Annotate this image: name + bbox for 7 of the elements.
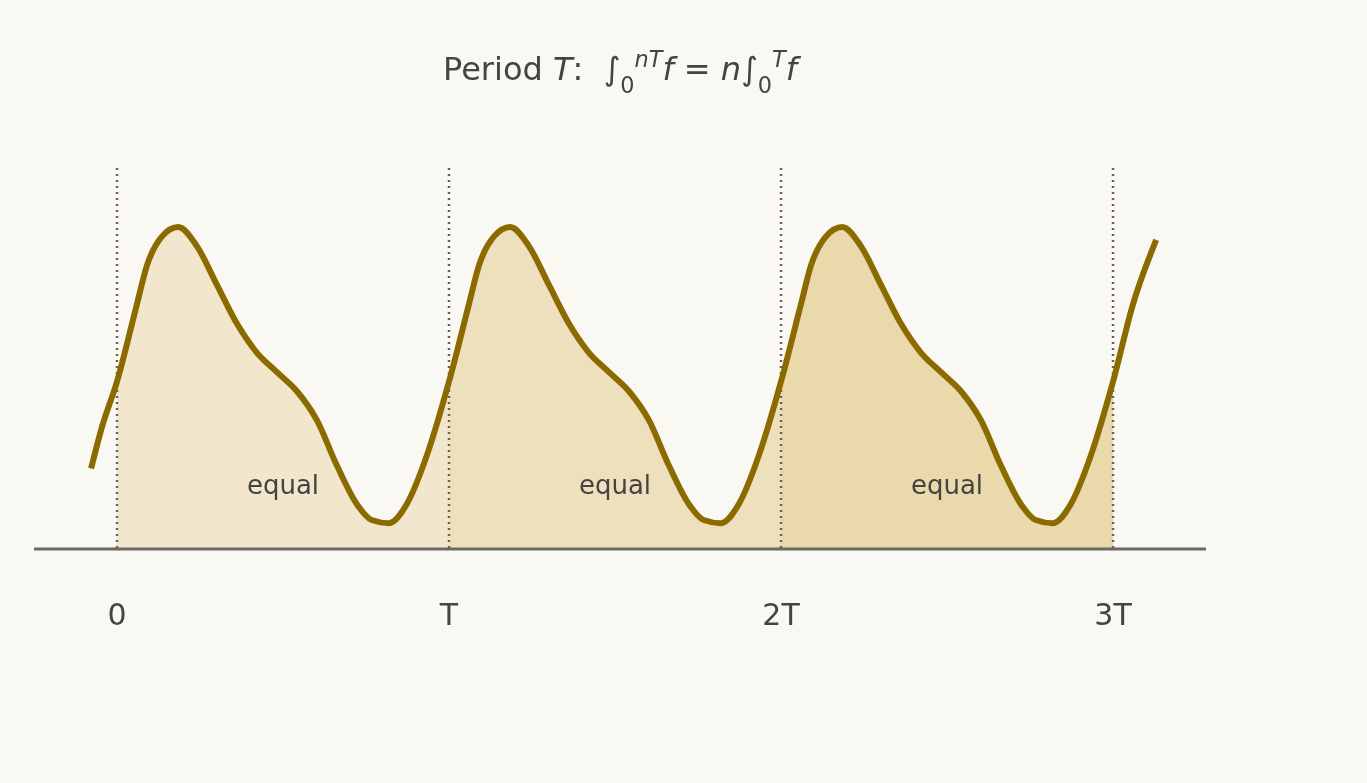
x-tick-label: 3T [1094,597,1133,632]
annotation: equal [246,470,320,500]
annotation: equal [910,470,984,500]
x-tick-label: 2T [762,597,801,632]
annotation: equal [578,470,652,500]
x-tick-label: 0 [107,597,127,632]
x-tick-label: T [438,597,459,632]
